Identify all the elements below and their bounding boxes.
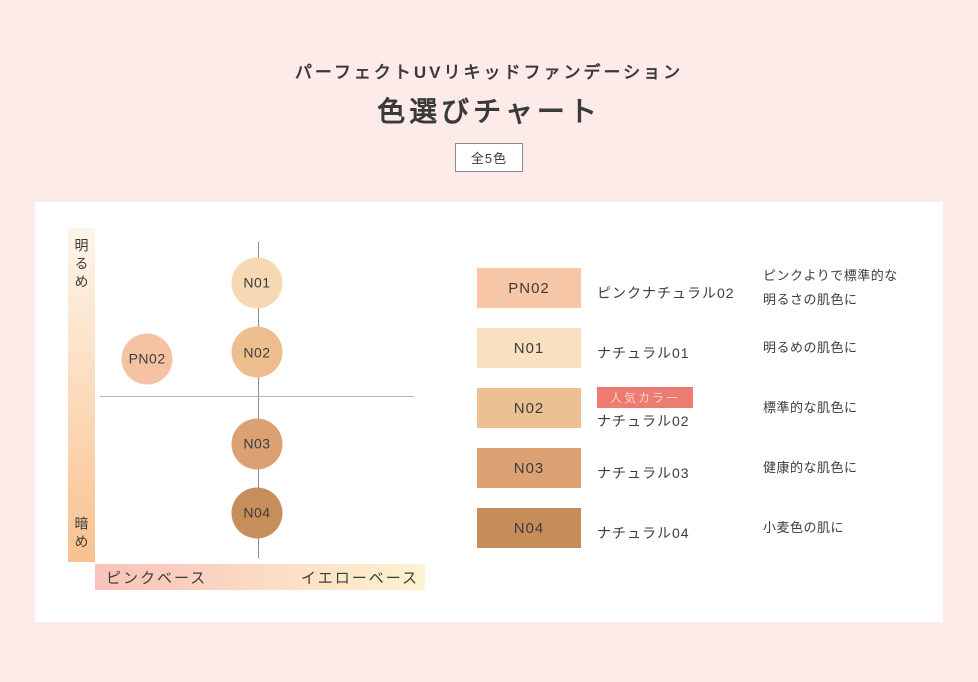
shade-swatch: N02: [477, 388, 581, 428]
popular-badge: [597, 456, 623, 460]
shade-swatch: N03: [477, 448, 581, 488]
legend-row: N01 ナチュラル01 明るめの肌色に: [477, 328, 937, 368]
pink-base-label: ピンクベース: [106, 569, 208, 587]
shade-name: ナチュラル04: [597, 524, 690, 541]
shade-point-n03: N03: [231, 418, 283, 470]
shade-name: ナチュラル03: [597, 464, 690, 481]
header: パーフェクトUVリキッドファンデーション 色選びチャート 全5色: [0, 0, 978, 172]
shade-description: 小麦色の肌に: [763, 520, 845, 535]
brightness-top-label: 明るめ: [73, 238, 90, 292]
shade-point-pn02: PN02: [121, 333, 173, 385]
shade-name: ピンクナチュラル02: [597, 284, 735, 301]
popular-badge: 人気カラー: [597, 387, 694, 408]
shade-name-cell: ナチュラル04: [597, 508, 762, 548]
legend-row: N03 ナチュラル03 健康的な肌色に: [477, 448, 937, 488]
shade-description: 健康的な肌色に: [763, 460, 858, 475]
popular-badge: [597, 516, 623, 520]
shade-description: 明るめの肌色に: [763, 340, 858, 355]
total-colors-badge: 全5色: [454, 143, 524, 172]
legend-row: N04 ナチュラル04 小麦色の肌に: [477, 508, 937, 548]
shade-name-cell: ナチュラル03: [597, 448, 762, 488]
shade-point-n01: N01: [231, 257, 283, 309]
brightness-axis-bar: 明るめ 暗め: [68, 228, 95, 562]
shade-legend: PN02 ピンクナチュラル02 ピンクよりで標準的な 明るさの肌色に N01 ナチ…: [35, 202, 943, 622]
shade-point-n02: N02: [231, 326, 283, 378]
shade-swatch: N04: [477, 508, 581, 548]
popular-badge: [597, 336, 623, 340]
shade-swatch: N01: [477, 328, 581, 368]
brightness-bottom-label: 暗め: [73, 516, 90, 552]
vertical-axis-line: [258, 242, 259, 558]
product-subtitle: パーフェクトUVリキッドファンデーション: [294, 63, 684, 82]
legend-row: N02 人気カラー ナチュラル02 標準的な肌色に: [477, 387, 937, 429]
shade-swatch: PN02: [477, 268, 581, 308]
shade-name-cell: 人気カラー ナチュラル02: [597, 387, 762, 429]
shade-map: 明るめ 暗め PN02 N01 N02 N03 N04 ピンクベース イエローベース: [35, 202, 475, 622]
legend-row: PN02 ピンクナチュラル02 ピンクよりで標準的な 明るさの肌色に: [477, 268, 937, 308]
shade-description: ピンクよりで標準的な 明るさの肌色に: [763, 268, 898, 307]
yellow-base-label: イエローベース: [300, 569, 419, 587]
popular-badge: [597, 276, 623, 280]
horizontal-axis-line: [100, 396, 414, 397]
page-title: 色選びチャート: [377, 96, 601, 127]
shade-description: 標準的な肌色に: [763, 400, 858, 415]
shade-name-cell: ナチュラル01: [597, 328, 762, 368]
shade-name-cell: ピンクナチュラル02: [597, 268, 762, 308]
base-axis-bar: ピンクベース イエローベース: [95, 564, 425, 590]
shade-point-n04: N04: [231, 487, 283, 539]
shade-name: ナチュラル01: [597, 344, 690, 361]
shade-name: ナチュラル02: [597, 413, 690, 429]
chart-card: 明るめ 暗め PN02 N01 N02 N03 N04 ピンクベース イエローベース P…: [35, 202, 943, 622]
